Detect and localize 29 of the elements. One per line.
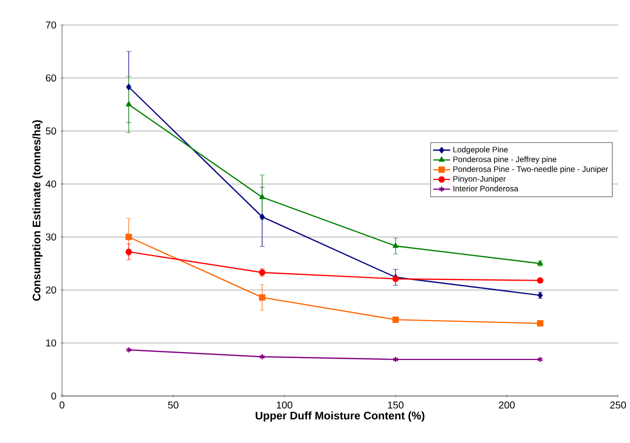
x-tick-label: 50 bbox=[168, 402, 178, 409]
x-tick-label: 100 bbox=[276, 402, 292, 409]
y-tick-label: 70 bbox=[46, 21, 56, 29]
y-tick-label: 30 bbox=[46, 233, 56, 241]
point bbox=[392, 242, 398, 248]
x-tick-label: 0 bbox=[60, 402, 64, 409]
y-tick-label: 50 bbox=[46, 127, 56, 135]
point bbox=[392, 316, 399, 323]
y-tick-label: 40 bbox=[46, 180, 56, 188]
y-axis-title: Consumption Estimate (tonnes/ha) bbox=[32, 120, 43, 301]
point bbox=[536, 277, 544, 284]
point bbox=[126, 248, 132, 256]
y-tick-label: 0 bbox=[51, 392, 56, 400]
point bbox=[126, 101, 132, 106]
point bbox=[260, 214, 265, 220]
point bbox=[536, 320, 544, 327]
x-axis-title: Upper Duff Moisture Content (%) bbox=[256, 411, 424, 422]
y-tick-label: 10 bbox=[46, 339, 56, 347]
point bbox=[126, 234, 132, 240]
x-tick-label: 250 bbox=[610, 402, 626, 409]
x-tick-label: 150 bbox=[388, 402, 404, 409]
point bbox=[392, 356, 398, 363]
y-tick-label: 20 bbox=[46, 286, 56, 294]
point bbox=[259, 354, 266, 360]
y-tick-label: 60 bbox=[46, 74, 56, 82]
x-tick-label: 200 bbox=[498, 402, 515, 409]
point bbox=[259, 194, 266, 200]
point bbox=[126, 84, 132, 90]
point bbox=[258, 294, 266, 301]
